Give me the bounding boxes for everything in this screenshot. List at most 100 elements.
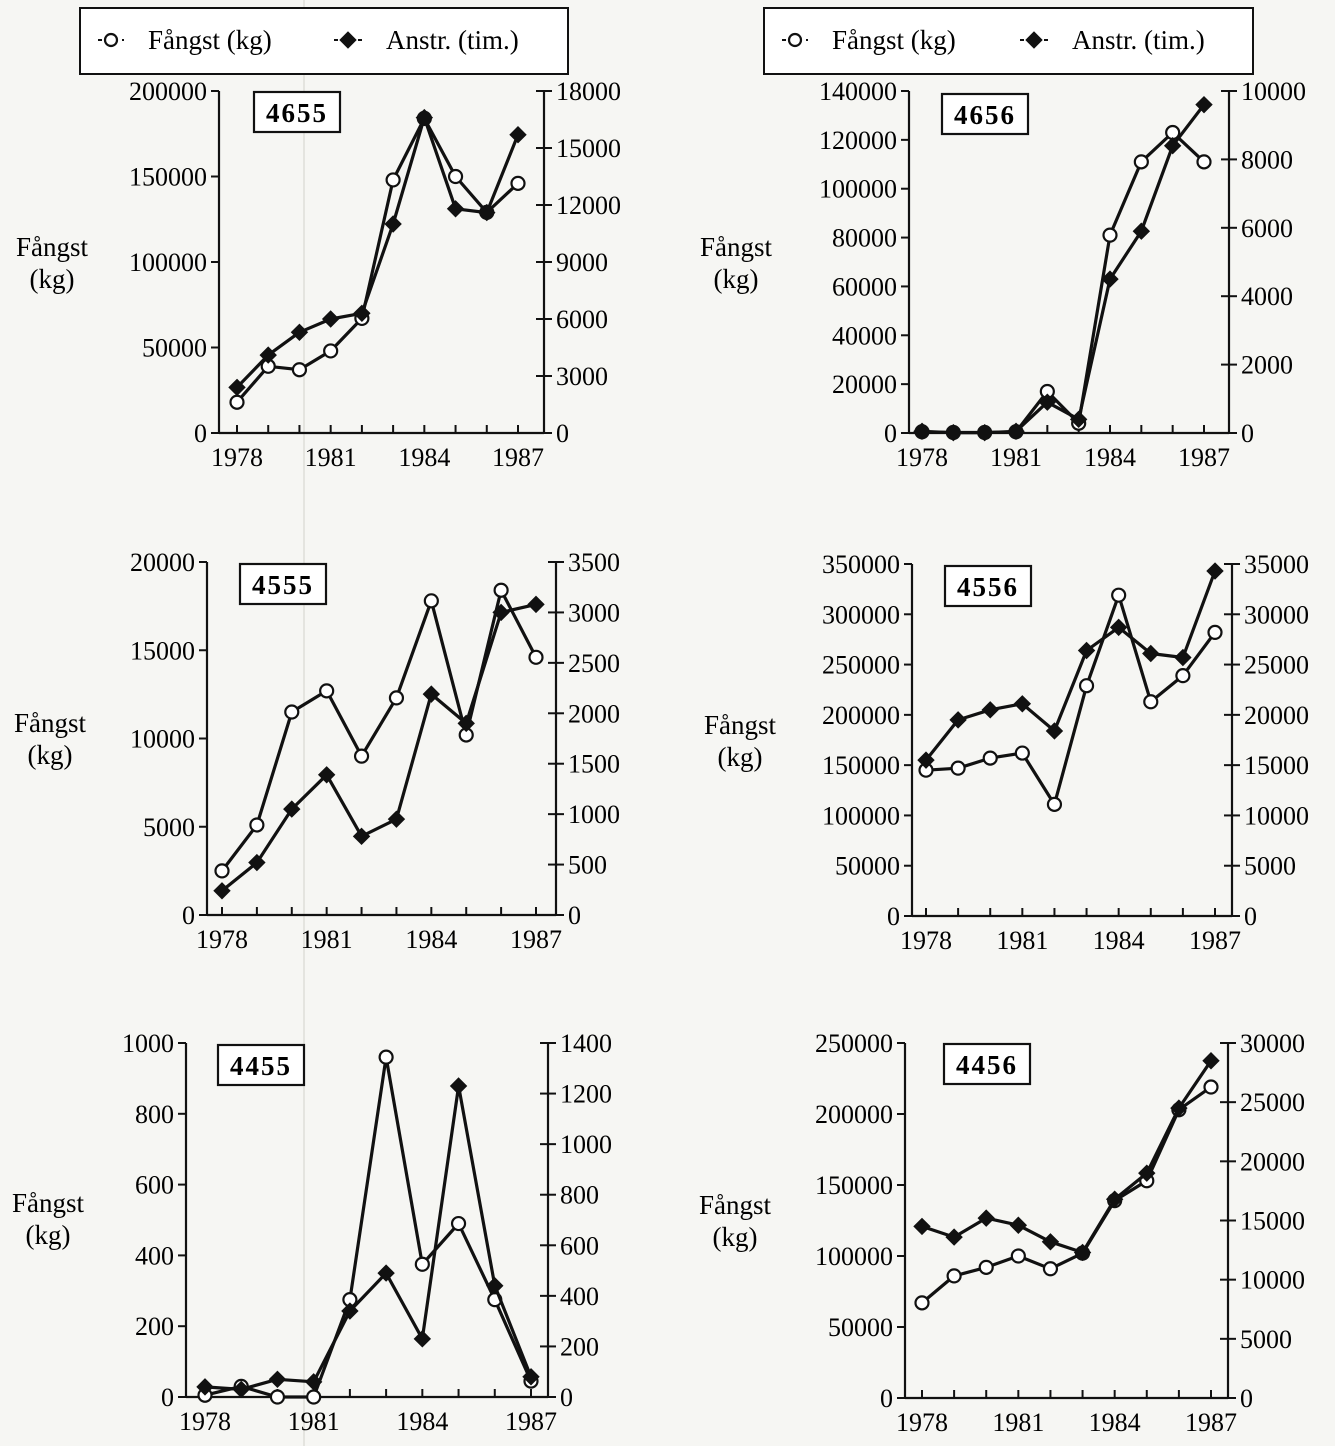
right-y-tick-label: 35000 [1244, 550, 1309, 579]
effort-data-point [1174, 648, 1192, 667]
effort-data-point [1073, 1243, 1092, 1262]
catch-data-point [249, 817, 265, 833]
right-y-tick-label: 10000 [1241, 77, 1306, 106]
chart-id-label: 4556 [957, 572, 1019, 602]
right-y-tick-label: 15000 [1240, 1207, 1305, 1236]
legend-left-label-effort: Anstr. (tim.) [386, 25, 519, 55]
right-y-tick-label: 5000 [1240, 1325, 1292, 1354]
chart-id-box [252, 90, 342, 134]
catch-data-point [493, 582, 509, 598]
effort-series-line [204, 1084, 533, 1392]
x-tick-label: 1981 [301, 925, 353, 954]
catch-data-point [385, 172, 401, 188]
right-y-tick-label: 0 [560, 1383, 573, 1412]
chart-panel-4555: 0 5000 10000 15000 20000 0 500 1000 1500 2000 2500… [14, 548, 620, 954]
catch-data-point [353, 748, 370, 764]
left-y-tick-label: 0 [194, 419, 207, 448]
left-y-tick-label: 40000 [832, 321, 897, 350]
effort-data-point [1007, 422, 1025, 440]
effort-data-point [913, 422, 931, 440]
x-tick-label: 1984 [1084, 443, 1136, 472]
effort-data-point [377, 1264, 395, 1282]
left-y-tick-label: 50000 [835, 852, 900, 881]
effort-data-point [213, 882, 231, 900]
x-tick-label: 1978 [211, 443, 263, 472]
effort-data-point [1105, 1190, 1124, 1208]
right-y-tick-label: 1000 [560, 1130, 612, 1159]
right-y-tick-label: 30000 [1244, 600, 1309, 629]
right-y-tick-label: 1200 [560, 1080, 612, 1109]
left-y-tick-label: 150000 [822, 751, 900, 780]
x-tick-label: 1978 [196, 925, 248, 954]
chart-id-box [238, 562, 328, 606]
effort-data-point [981, 701, 999, 719]
catch-data-point [214, 863, 230, 879]
catch-data-point [1046, 796, 1063, 812]
effort-data-point [290, 323, 309, 342]
effort-data-point [1045, 722, 1064, 740]
right-y-tick-label: 0 [1244, 902, 1257, 931]
effort-data-point [321, 310, 340, 328]
y-axis-label: Fångst (kg) [700, 232, 773, 294]
catch-series-line [920, 1085, 1212, 1305]
right-y-tick-label: 6000 [556, 305, 608, 334]
catch-data-point [229, 394, 245, 410]
legend-left-open-marker-icon [103, 32, 119, 48]
effort-data-point [228, 378, 246, 397]
effort-data-point [944, 423, 963, 442]
effort-data-point [1132, 222, 1151, 240]
effort-data-point [446, 200, 465, 218]
legend-right-label-catch: Fångst (kg) [832, 25, 956, 55]
left-y-tick-label: 1000 [122, 1029, 174, 1058]
y-axis-label-line: (kg) [713, 1222, 758, 1252]
left-y-tick-label: 15000 [130, 636, 195, 665]
y-axis-label: Fångst (kg) [14, 708, 87, 770]
effort-data-point [384, 215, 402, 233]
x-tick-label: 1987 [1189, 926, 1241, 955]
right-y-tick-label: 1400 [560, 1029, 612, 1058]
catch-data-point [1042, 1261, 1059, 1277]
right-y-tick-label: 15000 [1244, 751, 1309, 780]
x-tick-label: 1987 [505, 1407, 557, 1436]
x-tick-label: 1984 [396, 1407, 448, 1436]
right-y-tick-label: 2000 [1241, 351, 1293, 380]
effort-data-point [1077, 641, 1096, 660]
right-y-tick-label: 0 [1240, 1384, 1253, 1413]
right-y-tick-label: 10000 [1244, 801, 1309, 830]
effort-data-point [527, 595, 545, 614]
catch-data-point [423, 593, 439, 609]
right-y-tick-label: 20000 [1240, 1147, 1305, 1176]
catch-data-point [1078, 678, 1095, 694]
y-axis-label-line: Fångst [16, 232, 89, 262]
effort-data-point [977, 1209, 995, 1227]
effort-data-point [522, 1368, 540, 1386]
right-y-tick-label: 400 [560, 1282, 599, 1311]
catch-data-point [1010, 1248, 1026, 1264]
x-tick-label: 1987 [1178, 443, 1230, 472]
legend-left-box [79, 7, 569, 75]
effort-data-point [945, 1228, 963, 1246]
effort-data-point [486, 1277, 504, 1295]
catch-series-line [925, 593, 1217, 807]
chart-id-label: 4456 [956, 1050, 1018, 1080]
catch-data-point [950, 760, 966, 776]
effort-data-point [317, 766, 336, 784]
chart-id-box [216, 1043, 306, 1087]
catch-series-line [235, 116, 520, 404]
y-axis-label-line: (kg) [26, 1220, 71, 1250]
legend-right-filled-marker-icon [1025, 31, 1043, 49]
x-tick-label: 1978 [896, 443, 948, 472]
right-y-tick-label: 800 [560, 1181, 599, 1210]
legend-left-label-catch: Fångst (kg) [148, 25, 272, 55]
chart-id-box [940, 92, 1030, 136]
catch-data-point [450, 1215, 467, 1232]
left-y-tick-label: 200000 [815, 1100, 893, 1129]
effort-data-point [196, 1378, 214, 1396]
effort-data-point [232, 1380, 250, 1399]
catch-data-point [1175, 668, 1191, 684]
chart-panel-4655: 0 50000 100000 150000 200000 0 3000 6000 9000 120… [16, 77, 621, 472]
chart-panels: 0500001000001500002000000300060009000120… [12, 77, 1309, 1437]
left-y-tick-label: 100000 [819, 175, 897, 204]
catch-data-point [414, 1256, 430, 1272]
